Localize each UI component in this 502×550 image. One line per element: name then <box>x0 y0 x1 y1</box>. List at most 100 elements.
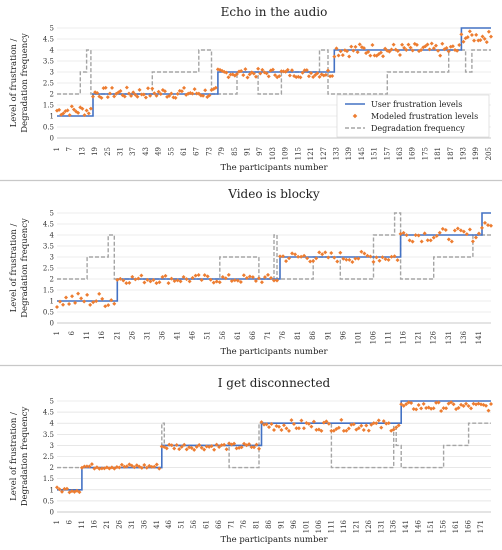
modeled-point <box>258 71 263 76</box>
x-tick-label: 49 <box>155 147 163 156</box>
x-tick-label: 91 <box>324 331 332 340</box>
modeled-point <box>431 46 436 51</box>
x-tick-label: 21 <box>103 520 111 529</box>
x-tick-label: 121 <box>307 147 315 160</box>
x-axis-title: The participants number <box>220 347 328 357</box>
modeled-point <box>234 72 239 77</box>
modeled-point <box>219 443 224 448</box>
x-tick-label: 56 <box>219 330 227 339</box>
modeled-point <box>356 426 361 431</box>
modeled-point <box>178 279 183 284</box>
modeled-point <box>131 90 136 95</box>
modeled-point <box>341 256 346 261</box>
modeled-point <box>326 421 331 426</box>
x-tick-label: 151 <box>427 520 435 533</box>
x-tick-label: 21 <box>113 331 121 340</box>
degradation-frequency-line <box>57 212 491 280</box>
modeled-point <box>298 75 303 80</box>
modeled-point <box>400 42 405 47</box>
modeled-point <box>276 424 281 429</box>
modeled-point <box>284 426 289 431</box>
x-tick-label: 61 <box>203 520 211 529</box>
modeled-point <box>456 405 461 410</box>
modeled-point <box>439 408 444 413</box>
modeled-point <box>82 464 87 469</box>
modeled-point <box>399 402 404 407</box>
modeled-point <box>172 278 177 283</box>
modeled-point <box>97 466 102 471</box>
modeled-point <box>115 277 120 282</box>
modeled-point <box>144 465 149 470</box>
modeled-point <box>362 251 367 256</box>
modeled-point <box>353 256 358 261</box>
modeled-point <box>229 278 234 283</box>
modeled-point <box>359 423 364 428</box>
modeled-point <box>279 427 284 432</box>
modeled-point <box>329 428 334 433</box>
modeled-point <box>344 428 349 433</box>
modeled-point <box>458 228 463 233</box>
modeled-point <box>202 447 207 452</box>
modeled-point <box>142 462 147 467</box>
modeled-point <box>73 300 78 305</box>
modeled-point <box>402 45 407 50</box>
x-tick-label: 86 <box>265 519 273 528</box>
y-tick-label: 4 <box>50 420 55 428</box>
modeled-point <box>254 74 259 79</box>
modeled-point <box>172 446 177 451</box>
modeled-point <box>224 70 229 75</box>
modeled-point <box>217 280 222 285</box>
modeled-point <box>461 39 466 44</box>
x-tick-label: 31 <box>143 331 151 340</box>
modeled-point <box>349 44 354 49</box>
modeled-point <box>368 254 373 259</box>
modeled-point <box>169 443 174 448</box>
modeled-point <box>371 259 376 264</box>
modeled-point <box>87 464 92 469</box>
modeled-point <box>389 47 394 52</box>
modeled-point <box>485 223 490 228</box>
x-tick-label: 166 <box>465 519 473 533</box>
modeled-point <box>157 280 162 285</box>
y-tick-label: 1 <box>50 486 54 494</box>
x-tick-label: 1 <box>53 520 61 524</box>
modeled-point <box>489 223 493 228</box>
modeled-point <box>94 299 99 304</box>
modeled-point <box>455 48 460 53</box>
modeled-point <box>254 442 259 447</box>
modeled-point <box>281 423 286 428</box>
modeled-point <box>247 442 252 447</box>
modeled-point <box>112 94 117 99</box>
x-tick-label: 76 <box>240 519 248 528</box>
modeled-point <box>323 250 328 255</box>
modeled-point <box>205 274 210 279</box>
modeled-point <box>154 462 159 467</box>
modeled-point <box>344 257 349 262</box>
modeled-point <box>381 54 386 59</box>
modeled-point <box>187 279 192 284</box>
modeled-point <box>474 32 479 37</box>
y-tick-label: 1.5 <box>43 102 54 110</box>
x-tick-label: 19 <box>91 147 99 156</box>
modeled-point <box>184 277 189 282</box>
modeled-point <box>266 74 271 79</box>
modeled-point <box>62 486 67 491</box>
modeled-point <box>380 255 385 260</box>
y-tick-label: 0 <box>50 509 54 517</box>
x-tick-label: 36 <box>140 519 148 528</box>
modeled-point <box>82 299 87 304</box>
modeled-point <box>315 71 320 76</box>
modeled-point <box>137 87 142 92</box>
x-tick-label: 116 <box>340 519 348 533</box>
modeled-point <box>223 276 228 281</box>
modeled-point <box>154 281 159 286</box>
y-tick-label: 4.5 <box>43 409 54 417</box>
y-tick-label: 1 <box>50 298 54 306</box>
x-tick-label: 106 <box>315 519 323 533</box>
y-tick-label: 3 <box>50 254 54 262</box>
modeled-point <box>361 427 366 432</box>
modeled-point <box>268 276 273 281</box>
modeled-point <box>118 276 123 281</box>
modeled-point <box>421 401 426 406</box>
modeled-point <box>169 91 174 96</box>
